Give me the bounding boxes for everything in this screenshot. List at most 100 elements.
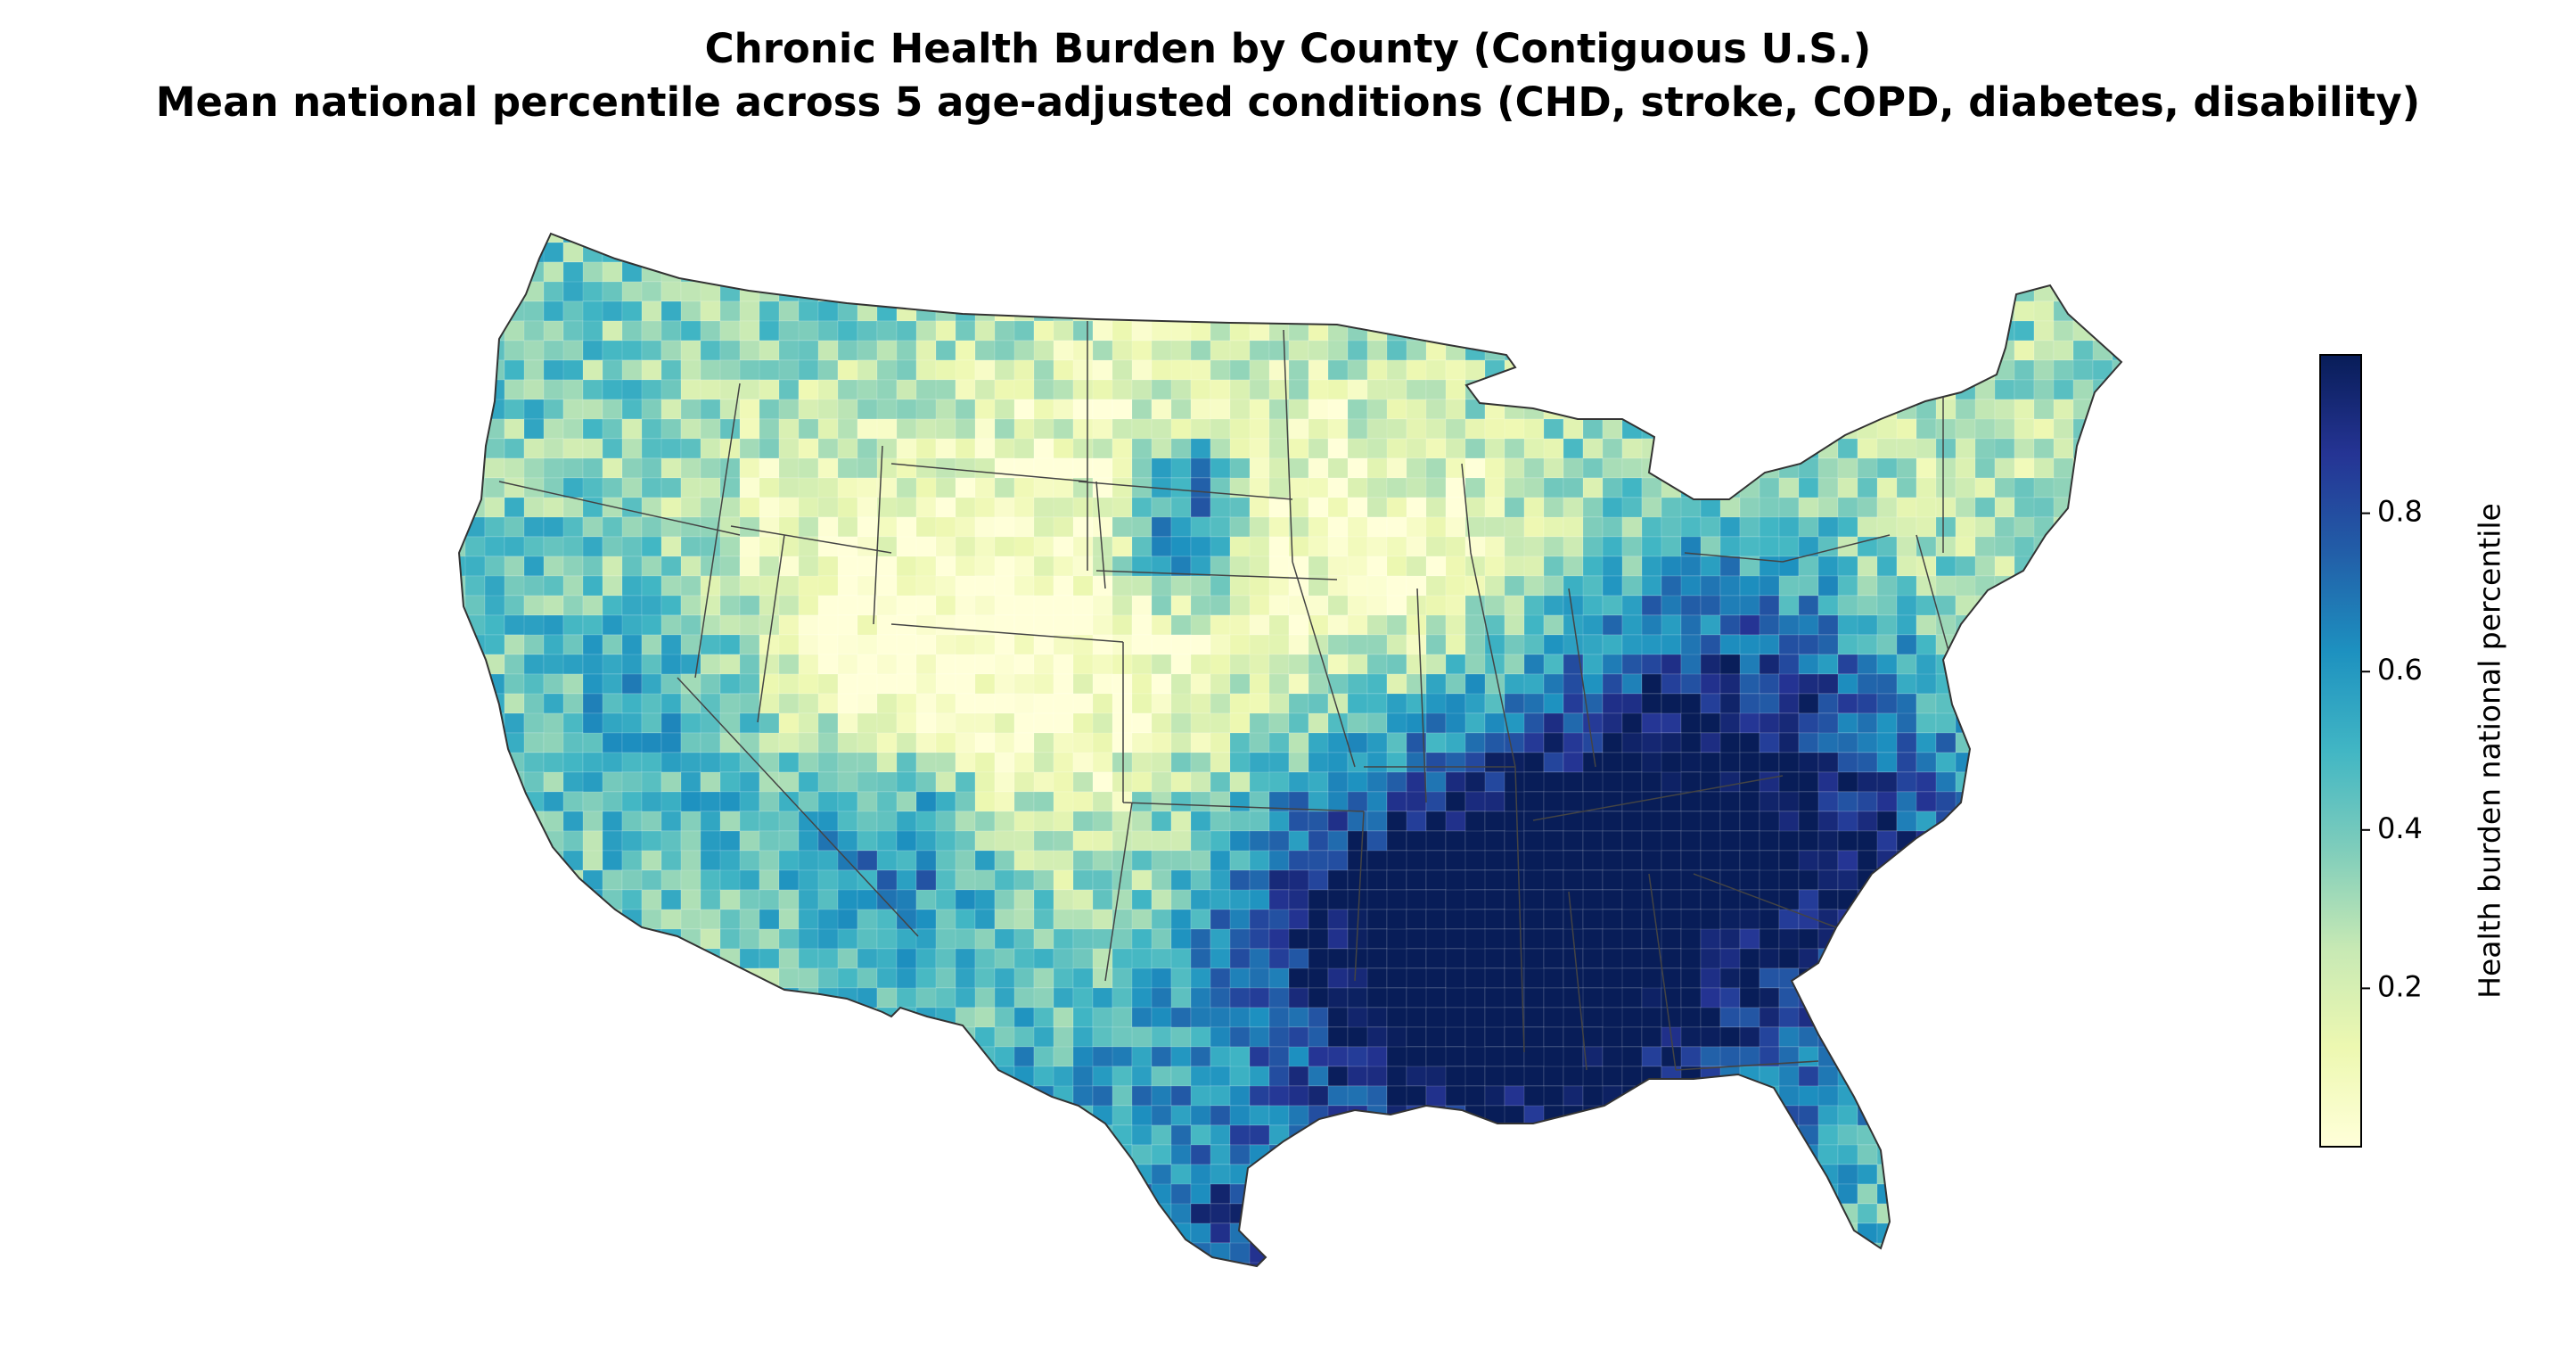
county-cell (484, 438, 505, 459)
county-cell (543, 281, 564, 302)
county-cell (1837, 340, 1858, 381)
county-cell (2072, 712, 2113, 734)
county-cell (621, 1262, 662, 1266)
county-cell (974, 1046, 996, 1067)
county-cell (2014, 634, 2055, 675)
county-cell (641, 281, 662, 302)
county-cell (1327, 261, 1349, 302)
county-cell (1778, 320, 1800, 342)
county-cell (2033, 771, 2074, 793)
county-cell (523, 869, 545, 891)
county-cell (1974, 830, 1996, 852)
county-cell (2112, 967, 2121, 989)
county-cell (459, 457, 486, 479)
county-cell (798, 1124, 819, 1146)
county-cell (1680, 340, 1702, 361)
county-cell (602, 634, 623, 655)
county-cell (719, 1242, 741, 1264)
county-cell (1327, 771, 1349, 793)
county-cell (1190, 242, 1231, 283)
county-cell (1327, 1144, 1368, 1185)
county-cell (1013, 1183, 1035, 1224)
county-cell (1817, 693, 1839, 714)
county-cell (2053, 1262, 2094, 1266)
county-cell (1778, 1183, 1800, 1205)
county-cell (543, 1164, 584, 1185)
county-cell (543, 869, 564, 910)
county-cell (582, 1203, 603, 1224)
county-cell (1131, 889, 1153, 910)
county-cell (1837, 987, 1878, 1008)
county-cell (621, 595, 643, 616)
county-cell (1268, 1222, 1290, 1264)
county-cell (739, 1262, 780, 1266)
county-cell (1837, 575, 1858, 597)
county-cell (2072, 673, 2094, 695)
county-cell (719, 830, 741, 852)
county-cell (2072, 889, 2094, 910)
county-cell (1916, 359, 1957, 381)
county-cell (1151, 261, 1192, 302)
county-cell (2014, 869, 2055, 891)
county-cell (857, 516, 878, 538)
county-cell (955, 1262, 996, 1266)
county-cell (543, 399, 564, 420)
county-cell (1151, 654, 1172, 675)
county-cell (1857, 1026, 1898, 1048)
county-cell (680, 536, 701, 557)
county-cell (2112, 673, 2121, 714)
county-cell (2112, 516, 2121, 557)
county-cell (680, 1085, 721, 1107)
county-cell (562, 732, 584, 753)
county-cell (1131, 399, 1153, 420)
county-cell (1386, 771, 1407, 793)
county-cell (1661, 948, 1682, 969)
county-cell (1170, 909, 1192, 930)
county-cell (1719, 1242, 1760, 1264)
county-cell (1837, 242, 1858, 263)
county-cell (1857, 1164, 1878, 1185)
county-cell (1112, 399, 1133, 420)
county-cell (778, 948, 800, 969)
county-cell (680, 967, 721, 989)
county-cell (582, 234, 623, 243)
county-cell (1582, 948, 1604, 969)
county-cell (935, 320, 956, 342)
county-cell (464, 1066, 505, 1087)
county-cell (2014, 575, 2035, 616)
county-cell (974, 1144, 996, 1185)
county-cell (1543, 242, 1564, 283)
county-cell (1817, 830, 1839, 852)
county-cell (1072, 595, 1094, 616)
county-cell (484, 889, 525, 910)
county-cell (1112, 614, 1133, 636)
county-cell (680, 987, 701, 1028)
county-cell (2132, 968, 2171, 988)
county-cell (2033, 791, 2074, 832)
county-cell (1464, 987, 1486, 1008)
county-cell (523, 1144, 564, 1185)
county-cell (562, 1262, 603, 1266)
county-cell (1053, 654, 1074, 675)
county-cell (2014, 1262, 2035, 1266)
county-cell (955, 830, 976, 852)
county-cell (1974, 1085, 2015, 1107)
county-cell (1190, 457, 1211, 479)
county-cell (896, 1164, 937, 1185)
county-cell (1072, 909, 1094, 930)
county-cell (857, 1183, 878, 1205)
county-cell (2112, 869, 2121, 891)
county-cell (896, 556, 917, 577)
county-cell (459, 281, 466, 302)
county-cell (680, 909, 701, 930)
county-cell (543, 1183, 584, 1224)
county-cell (1896, 1046, 1917, 1067)
county-cell (2132, 1027, 2152, 1066)
county-cell (1464, 1262, 1486, 1266)
county-cell (1955, 614, 1976, 655)
county-cell (1523, 1066, 1545, 1087)
county-cell (1778, 300, 1800, 322)
county-cell (837, 234, 858, 243)
county-cell (562, 967, 603, 989)
county-cell (1935, 928, 1957, 950)
